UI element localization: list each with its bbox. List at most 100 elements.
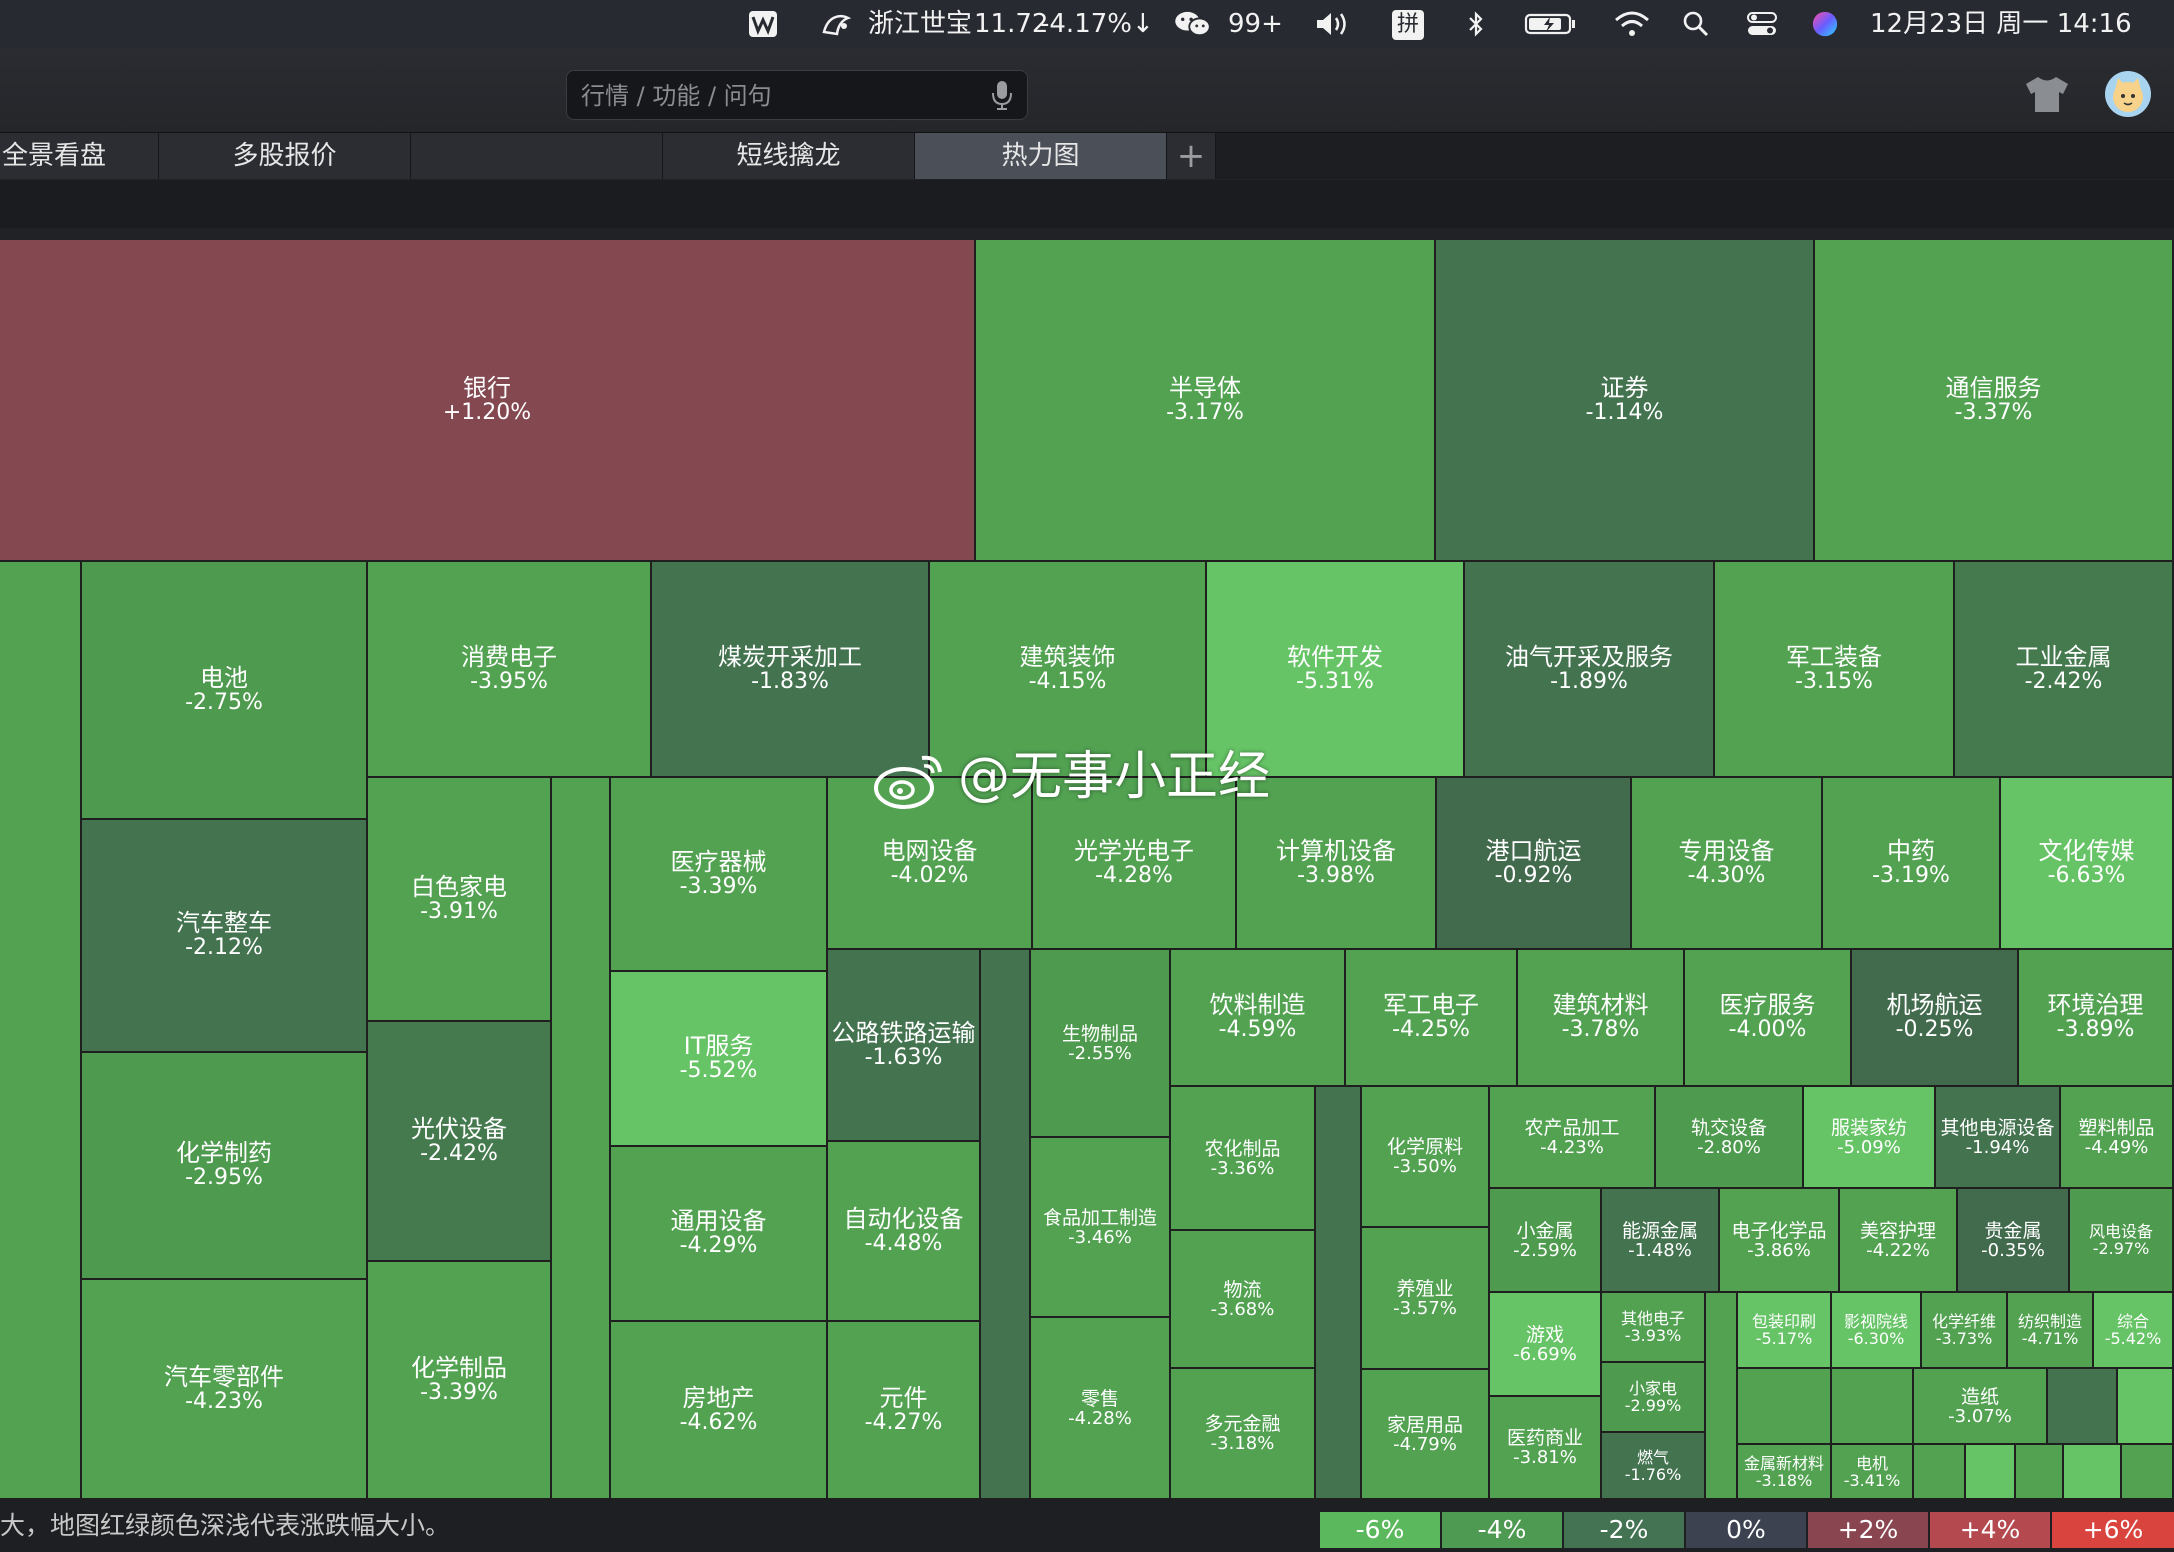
heatmap-cell[interactable]: 文化传媒 -6.63%	[2001, 778, 2174, 950]
stock-app-icon[interactable]	[820, 10, 854, 38]
heatmap-cell[interactable]: 建筑装饰 -4.15%	[930, 562, 1207, 778]
volume-icon[interactable]	[1314, 10, 1352, 38]
heatmap-cell[interactable]: 白色家电 -3.91%	[368, 778, 552, 1022]
heatmap-cell[interactable]: 美容护理 -4.22%	[1840, 1189, 1958, 1293]
heatmap-cell[interactable]: 其他电子 -3.93%	[1602, 1293, 1706, 1363]
tab-short-term[interactable]: 短线擒龙	[663, 133, 915, 179]
heatmap-cell[interactable]: 元件 -4.27%	[828, 1322, 981, 1500]
heatmap-cell[interactable]: 化学制品 -3.39%	[368, 1262, 552, 1500]
heatmap-cell[interactable]: 电池 -2.75%	[82, 562, 368, 820]
heatmap-cell[interactable]: 汽车整车 -2.12%	[82, 820, 368, 1053]
heatmap-cell[interactable]	[1966, 1445, 2016, 1500]
heatmap-cell[interactable]: 医疗器械 -3.39%	[611, 778, 828, 972]
heatmap-cell[interactable]: 软件开发 -5.31%	[1207, 562, 1465, 778]
heatmap-cell[interactable]: 银行 +1.20%	[0, 240, 976, 562]
heatmap-cell[interactable]: 光学光电子 -4.28%	[1033, 778, 1237, 950]
heatmap-cell[interactable]: 煤炭开采加工 -1.83%	[652, 562, 930, 778]
heatmap-cell[interactable]: 建筑材料 -3.78%	[1518, 950, 1685, 1087]
heatmap-cell[interactable]: 专用设备 -4.30%	[1632, 778, 1823, 950]
tab-panorama[interactable]: 全景看盘	[0, 133, 159, 179]
heatmap-cell[interactable]	[1706, 1293, 1738, 1500]
heatmap-cell[interactable]	[1316, 1087, 1362, 1500]
heatmap-cell[interactable]: 纺织制造 -4.71%	[2008, 1293, 2094, 1369]
heatmap-cell[interactable]: 其他电源设备 -1.94%	[1936, 1087, 2061, 1189]
add-tab-button[interactable]: +	[1167, 133, 1216, 179]
heatmap-cell[interactable]: 多元金融 -3.18%	[1171, 1369, 1316, 1500]
wifi-icon[interactable]	[1614, 10, 1650, 38]
heatmap-cell[interactable]	[2016, 1445, 2064, 1500]
spotlight-search-icon[interactable]	[1682, 10, 1710, 38]
heatmap-cell[interactable]: IT服务 -5.52%	[611, 972, 828, 1147]
heatmap-cell[interactable]	[2122, 1445, 2174, 1500]
tab-blank[interactable]	[411, 133, 663, 179]
heatmap-cell[interactable]: 燃气 -1.76%	[1602, 1433, 1706, 1500]
heatmap-cell[interactable]: 风电设备 -2.97%	[2070, 1189, 2174, 1293]
heatmap-cell[interactable]: 半导体 -3.17%	[976, 240, 1436, 562]
heatmap-cell[interactable]: 通信服务 -3.37%	[1815, 240, 2174, 562]
heatmap-cell[interactable]	[552, 778, 611, 1500]
heatmap-cell[interactable]: 汽车零部件 -4.23%	[82, 1280, 368, 1500]
heatmap-cell[interactable]	[1832, 1369, 1914, 1445]
control-center-icon[interactable]	[1746, 10, 1778, 38]
heatmap-cell[interactable]	[2064, 1445, 2122, 1500]
heatmap-cell[interactable]: 房地产 -4.62%	[611, 1322, 828, 1500]
search-box[interactable]	[566, 70, 1028, 120]
bluetooth-icon[interactable]	[1466, 10, 1486, 38]
heatmap-cell[interactable]: 化学纤维 -3.73%	[1922, 1293, 2008, 1369]
search-input[interactable]	[579, 77, 963, 115]
heatmap-cell[interactable]: 电网设备 -4.02%	[828, 778, 1033, 950]
heatmap-cell[interactable]: 零售 -4.28%	[1031, 1318, 1171, 1500]
heatmap-cell[interactable]: 轨交设备 -2.80%	[1656, 1087, 1804, 1189]
heatmap-cell[interactable]: 影视院线 -6.30%	[1832, 1293, 1922, 1369]
heatmap-cell[interactable]: 公路铁路运输 -1.63%	[828, 950, 981, 1142]
heatmap-cell[interactable]: 军工电子 -4.25%	[1346, 950, 1518, 1087]
wps-icon[interactable]	[748, 10, 778, 38]
heatmap-cell[interactable]: 环境治理 -3.89%	[2019, 950, 2174, 1087]
heatmap-cell[interactable]: 农化制品 -3.36%	[1171, 1087, 1316, 1231]
tab-multi-quote[interactable]: 多股报价	[159, 133, 411, 179]
heatmap-cell[interactable]	[2048, 1369, 2118, 1445]
heatmap-cell[interactable]: 港口航运 -0.92%	[1437, 778, 1632, 950]
heatmap-cell[interactable]	[1738, 1369, 1832, 1445]
heatmap-cell[interactable]	[981, 950, 1031, 1500]
heatmap-cell[interactable]: 服装家纺 -5.09%	[1804, 1087, 1936, 1189]
heatmap-cell[interactable]: 塑料制品 -4.49%	[2061, 1087, 2174, 1189]
heatmap-cell[interactable]: 饮料制造 -4.59%	[1171, 950, 1346, 1087]
wechat-icon[interactable]	[1172, 10, 1214, 38]
heatmap-cell[interactable]: 工业金属 -2.42%	[1955, 562, 2174, 778]
heatmap-cell[interactable]: 物流 -3.68%	[1171, 1231, 1316, 1369]
stock-name[interactable]: 浙江世宝	[868, 9, 973, 39]
heatmap-cell[interactable]: 包装印刷 -5.17%	[1738, 1293, 1832, 1369]
heatmap-cell[interactable]: 小家电 -2.99%	[1602, 1363, 1706, 1433]
microphone-icon[interactable]	[991, 79, 1013, 111]
heatmap-cell[interactable]	[1914, 1445, 1966, 1500]
skin-theme-icon[interactable]	[2022, 74, 2072, 114]
heatmap-cell[interactable]: 通用设备 -4.29%	[611, 1147, 828, 1322]
menubar-datetime[interactable]: 12月23日 周一 14:16	[1870, 9, 2132, 39]
heatmap-cell[interactable]: 医疗服务 -4.00%	[1685, 950, 1852, 1087]
heatmap-cell[interactable]: 自动化设备 -4.48%	[828, 1142, 981, 1322]
heatmap-cell[interactable]: 医药商业 -3.81%	[1490, 1397, 1602, 1500]
heatmap-cell[interactable]: 食品加工制造 -3.46%	[1031, 1138, 1171, 1318]
heatmap-cell[interactable]: 金属新材料 -3.18%	[1738, 1445, 1832, 1500]
heatmap-cell[interactable]: 电机 -3.41%	[1832, 1445, 1914, 1500]
heatmap-cell[interactable]: 游戏 -6.69%	[1490, 1293, 1602, 1397]
heatmap-cell[interactable]: 小金属 -2.59%	[1490, 1189, 1602, 1293]
heatmap-cell[interactable]: 农产品加工 -4.23%	[1490, 1087, 1656, 1189]
heatmap-cell[interactable]: 养殖业 -3.57%	[1362, 1228, 1490, 1370]
heatmap-cell[interactable]: 家居用品 -4.79%	[1362, 1370, 1490, 1500]
heatmap-cell[interactable]: 油气开采及服务 -1.89%	[1465, 562, 1715, 778]
heatmap-cell[interactable]: 中药 -3.19%	[1823, 778, 2001, 950]
heatmap-cell[interactable]: 能源金属 -1.48%	[1602, 1189, 1720, 1293]
heatmap-cell[interactable]: 电子化学品 -3.86%	[1720, 1189, 1840, 1293]
tab-heatmap[interactable]: 热力图	[915, 133, 1167, 179]
heatmap-cell[interactable]: 贵金属 -0.35%	[1958, 1189, 2070, 1293]
heatmap-cell[interactable]: 造纸 -3.07%	[1914, 1369, 2048, 1445]
heatmap-cell[interactable]: 化学制药 -2.95%	[82, 1053, 368, 1280]
heatmap-cell[interactable]: 计算机设备 -3.98%	[1237, 778, 1437, 950]
heatmap-cell[interactable]: 综合 -5.42%	[2094, 1293, 2174, 1369]
heatmap-cell[interactable]	[2118, 1369, 2174, 1445]
heatmap-cell[interactable]	[0, 562, 82, 1500]
user-avatar[interactable]	[2104, 70, 2152, 118]
siri-icon[interactable]	[1810, 10, 1840, 38]
